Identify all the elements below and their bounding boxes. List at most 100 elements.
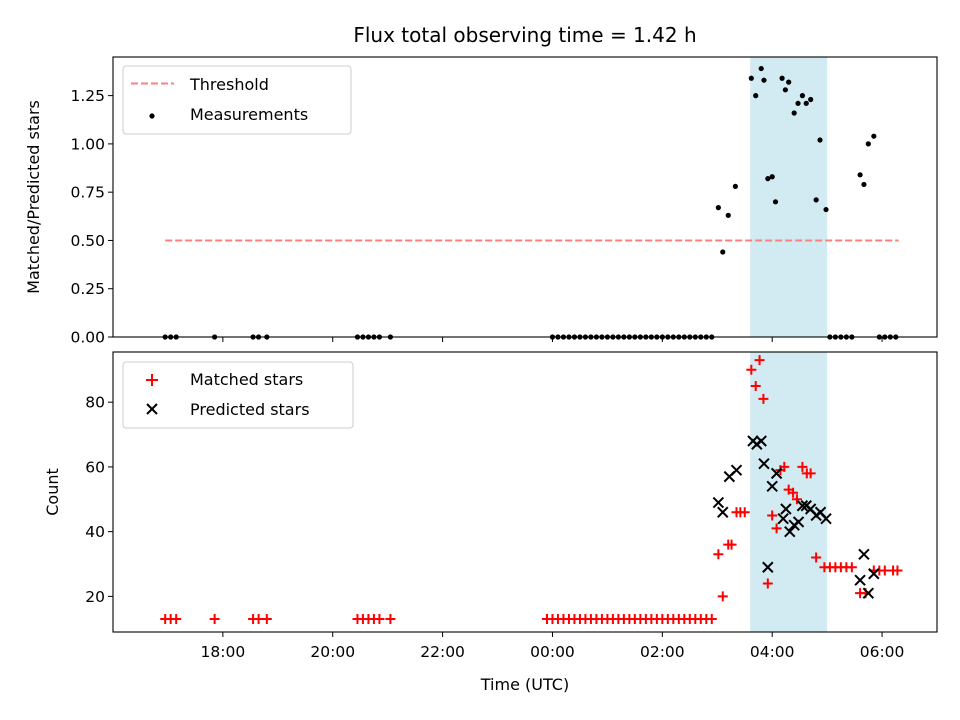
x-tick-label: 18:00: [201, 643, 246, 661]
predicted-star-point: [862, 587, 875, 599]
measurement-point: [758, 65, 764, 72]
x-tick-label: 22:00: [420, 643, 465, 661]
count-panel: 20 40 60 80 18:00 20:00 22:00 00:00 02:00 04:00 0…: [43, 351, 938, 694]
matched-star-point: [706, 614, 717, 625]
predicted-star-point: [796, 500, 809, 512]
measurements-legend-swatch: [149, 113, 155, 119]
measurement-point: [769, 174, 775, 180]
y-tick-label: 60: [85, 458, 105, 476]
matched-star-point: [846, 562, 857, 573]
measurement-point: [715, 205, 721, 211]
count-plot-frame: [112, 351, 938, 633]
measurement-point: [813, 197, 819, 203]
measurement-point: [857, 172, 863, 178]
measurement-point: [725, 212, 731, 218]
measurement-point: [865, 141, 871, 147]
observing-window-span: [750, 57, 828, 337]
measurement-point: [720, 249, 726, 255]
predicted-star-point: [766, 480, 778, 493]
predicted-star-point: [712, 496, 725, 509]
measurement-point: [753, 93, 759, 99]
predicted-star-point: [792, 516, 805, 528]
x-tick-label: 20:00: [310, 643, 355, 661]
measurement-point: [772, 199, 779, 205]
predicted-star-point: [762, 561, 774, 573]
matched-star-point: [717, 591, 728, 602]
measurement-point: [732, 183, 738, 189]
measurement-point: [861, 181, 867, 188]
measurement-point: [791, 110, 797, 116]
measurement-point: [817, 137, 823, 143]
measurement-point: [799, 93, 806, 99]
measurement-point: [803, 100, 809, 106]
matched-legend-swatch: [146, 374, 158, 386]
count-legend: Matched stars Predicted stars: [122, 361, 354, 429]
y-axis-label: Count: [43, 468, 62, 516]
matched-star-point: [791, 494, 802, 505]
matched-star-point: [385, 614, 396, 625]
y-tick-label: 0.00: [70, 329, 105, 347]
predicted-star-point: [780, 503, 792, 515]
threshold-legend-label: Threshold: [189, 75, 269, 94]
measurement-point: [823, 206, 829, 213]
predicted-star-point: [730, 464, 743, 476]
measurement-point: [795, 100, 801, 106]
y-axis-ticks: 0.00 0.25 0.50 0.75 1.00 1.25: [70, 87, 113, 347]
measurement-point: [782, 87, 788, 93]
x-axis-ticks: 18:00 20:00 22:00 00:00 02:00 04:00 06:00: [201, 632, 904, 661]
predicted-star-point: [858, 548, 870, 561]
matched-star-point: [758, 393, 769, 404]
ratio-legend: Threshold Measurements: [122, 65, 352, 135]
x-tick-label: 04:00: [750, 643, 795, 661]
y-tick-label: 1.00: [70, 135, 105, 153]
matched-star-point: [746, 364, 757, 375]
measurement-point: [748, 75, 754, 81]
x-axis-label: Time (UTC): [480, 675, 569, 694]
matched-star-point: [892, 565, 903, 576]
measurement-point: [786, 79, 792, 85]
predicted-legend-label: Predicted stars: [190, 400, 310, 419]
measurement-point: [765, 176, 771, 182]
y-tick-label: 0.50: [70, 232, 105, 250]
matched-star-point: [750, 380, 761, 391]
ratio-plot-frame: [112, 56, 938, 338]
predicted-star-point: [854, 574, 866, 586]
predicted-star-point: [777, 512, 789, 525]
ratio-panel: Flux total observing time = 1.42 h 0.00 0…: [24, 23, 938, 347]
y-tick-label: 0.75: [70, 184, 105, 202]
y-tick-label: 0.25: [70, 280, 105, 298]
matched-star-point: [713, 549, 724, 560]
measurement-points: [162, 65, 899, 340]
matched-star-point: [805, 468, 816, 479]
predicted-star-point: [717, 506, 729, 518]
matched-star-point: [739, 507, 750, 518]
y-axis-label: Matched/Predicted stars: [24, 100, 43, 294]
predicted-star-point: [770, 467, 783, 480]
matched-star-point: [797, 461, 808, 472]
predicted-star-points: [712, 435, 880, 599]
measurement-point: [761, 77, 767, 83]
matched-star-point: [771, 523, 782, 534]
x-tick-label: 02:00: [640, 643, 685, 661]
predicted-star-point: [868, 568, 880, 580]
matched-star-point: [261, 614, 272, 625]
matched-legend-label: Matched stars: [190, 370, 303, 389]
predicted-star-point: [784, 525, 796, 538]
measurement-point: [779, 75, 785, 81]
y-tick-label: 40: [85, 523, 105, 541]
matched-star-point: [754, 355, 765, 366]
chart-title: Flux total observing time = 1.42 h: [353, 23, 696, 47]
matched-star-point: [171, 614, 182, 625]
matched-star-point: [788, 487, 799, 498]
measurement-point: [808, 96, 814, 103]
matched-star-point: [811, 552, 822, 563]
x-tick-label: 00:00: [530, 643, 575, 661]
matched-star-point: [726, 539, 737, 550]
matched-star-points: [160, 355, 903, 625]
legend-box: [122, 65, 352, 135]
x-axis-ticks: [222, 337, 883, 342]
measurements-legend-label: Measurements: [190, 105, 308, 124]
legend-box: [122, 361, 354, 429]
y-tick-label: 80: [85, 394, 105, 412]
matched-star-point: [767, 510, 778, 521]
